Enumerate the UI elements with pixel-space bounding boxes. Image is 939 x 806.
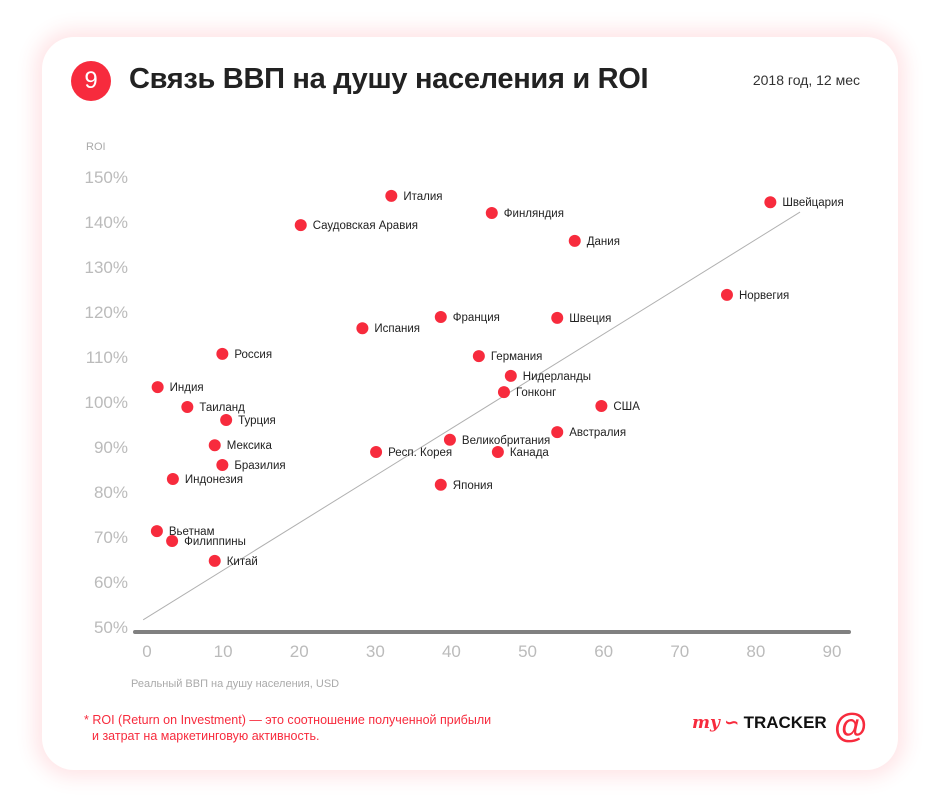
- data-point: [294, 219, 307, 232]
- data-point: [434, 478, 447, 491]
- data-point-label: Индия: [170, 382, 204, 394]
- x-tick-label: 30: [366, 642, 385, 661]
- y-tick-label: 110%: [86, 348, 128, 367]
- data-point: [551, 311, 564, 324]
- data-point: [485, 207, 498, 219]
- data-point: [764, 196, 777, 209]
- data-point-label: Австралия: [569, 427, 626, 439]
- footnote-line-2: и затрат на маркетинговую активность.: [92, 729, 320, 743]
- chart-title: Связь ВВП на душу населения и ROI: [129, 63, 649, 95]
- y-tick-label: 80%: [94, 483, 128, 502]
- data-point: [166, 535, 179, 548]
- y-axis-label: ROI: [86, 141, 106, 153]
- logo-my: my: [692, 713, 720, 733]
- data-point: [151, 381, 164, 394]
- data-point-label: Норвегия: [739, 290, 789, 302]
- data-point-label: Франция: [453, 312, 500, 324]
- data-point: [216, 347, 229, 360]
- y-tick-label: 150%: [85, 168, 128, 187]
- data-point: [166, 472, 179, 485]
- x-tick-label: 20: [290, 642, 309, 661]
- x-tick-label: 80: [746, 642, 765, 661]
- data-point: [216, 459, 229, 471]
- data-point: [220, 414, 233, 426]
- data-point-label: Вьетнам: [169, 526, 215, 538]
- data-point: [504, 369, 517, 382]
- data-point-label: Канада: [510, 447, 550, 459]
- data-point: [595, 400, 608, 413]
- x-tick-label: 70: [670, 642, 689, 661]
- x-tick-label: 10: [214, 642, 233, 661]
- y-tick-label: 120%: [85, 303, 128, 322]
- data-point: [370, 445, 383, 458]
- x-tick-label: 0: [142, 642, 151, 661]
- chart-number-badge: 9: [71, 61, 111, 101]
- data-point-label: Великобритания: [462, 435, 550, 447]
- data-point-label: Италия: [403, 191, 442, 203]
- data-point: [443, 433, 456, 446]
- data-point-label: Респ. Корея: [388, 447, 452, 459]
- data-point: [356, 322, 369, 335]
- logo-wave-icon: ∽: [724, 713, 739, 732]
- y-tick-label: 100%: [85, 393, 128, 412]
- trend-line: [142, 211, 801, 621]
- data-point-label: США: [613, 401, 640, 413]
- data-point: [385, 189, 398, 202]
- data-point-label: Швейцария: [782, 197, 843, 209]
- y-tick-label: 70%: [94, 528, 128, 547]
- data-point-label: Дания: [587, 236, 620, 248]
- data-point: [208, 439, 221, 452]
- data-point-label: Испания: [374, 323, 420, 335]
- data-point-label: Швеция: [569, 313, 611, 325]
- footnote: * ROI (Return on Investment) — это соотн…: [84, 712, 491, 744]
- data-point: [150, 525, 163, 538]
- data-point-label: Индонезия: [185, 474, 243, 486]
- x-tick-label: 60: [594, 642, 613, 661]
- y-tick-label: 140%: [85, 213, 128, 232]
- data-point-label: Россия: [234, 349, 272, 361]
- data-point-label: Нидерланды: [523, 371, 591, 383]
- x-axis-label: Реальный ВВП на душу населения, USD: [131, 678, 340, 690]
- x-tick-label: 90: [823, 642, 842, 661]
- data-point-label: Мексика: [227, 440, 273, 452]
- data-point-label: Гонконг: [516, 387, 556, 399]
- data-point: [568, 234, 581, 247]
- y-tick-label: 50%: [94, 618, 128, 637]
- mail-at-logo-icon: @: [834, 707, 868, 745]
- data-point: [208, 554, 221, 567]
- y-tick-label: 60%: [94, 573, 128, 592]
- data-point-label: Финляндия: [504, 208, 564, 220]
- data-point: [551, 426, 564, 439]
- data-point-label: Саудовская Аравия: [313, 220, 418, 232]
- data-point-label: Китай: [227, 556, 258, 568]
- mytracker-logo: my ∽ TRACKER: [692, 713, 827, 733]
- period-label: 2018 год, 12 мес: [752, 72, 860, 88]
- data-point: [472, 350, 485, 363]
- y-tick-label: 130%: [85, 258, 128, 277]
- x-tick-label: 40: [442, 642, 461, 661]
- data-point: [720, 288, 733, 301]
- data-point: [497, 386, 510, 399]
- data-point: [181, 400, 194, 413]
- footnote-line-1: * ROI (Return on Investment) — это соотн…: [84, 713, 492, 727]
- data-point-label: Турция: [238, 415, 276, 427]
- data-point: [491, 445, 504, 458]
- y-tick-label: 90%: [94, 438, 128, 457]
- data-point: [434, 310, 447, 323]
- data-point-label: Филиппины: [184, 536, 246, 548]
- logo-tracker: TRACKER: [743, 713, 827, 732]
- data-point-label: Бразилия: [234, 460, 285, 472]
- x-tick-label: 50: [518, 642, 537, 661]
- data-point-label: Япония: [453, 480, 493, 492]
- data-point-label: Таиланд: [199, 402, 245, 414]
- data-point-label: Германия: [491, 351, 543, 363]
